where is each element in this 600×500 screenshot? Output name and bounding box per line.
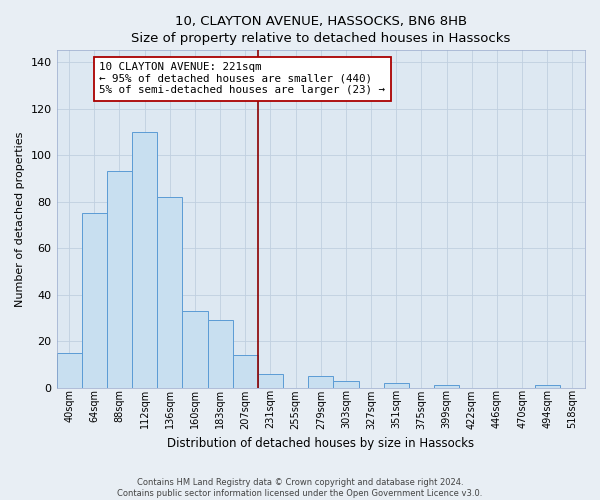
Bar [535,386,560,388]
Text: Contains HM Land Registry data © Crown copyright and database right 2024.
Contai: Contains HM Land Registry data © Crown c… [118,478,482,498]
Bar [56,353,82,388]
Bar [182,311,208,388]
Bar [334,381,359,388]
Text: 10 CLAYTON AVENUE: 221sqm
← 95% of detached houses are smaller (440)
5% of semi-: 10 CLAYTON AVENUE: 221sqm ← 95% of detac… [100,62,385,95]
Bar [208,320,233,388]
Bar [82,213,107,388]
Bar [132,132,157,388]
Bar [157,197,182,388]
Y-axis label: Number of detached properties: Number of detached properties [15,132,25,306]
Bar [434,386,459,388]
Title: 10, CLAYTON AVENUE, HASSOCKS, BN6 8HB
Size of property relative to detached hous: 10, CLAYTON AVENUE, HASSOCKS, BN6 8HB Si… [131,15,511,45]
Bar [258,374,283,388]
Bar [233,355,258,388]
X-axis label: Distribution of detached houses by size in Hassocks: Distribution of detached houses by size … [167,437,475,450]
Bar [308,376,334,388]
Bar [383,383,409,388]
Bar [107,172,132,388]
